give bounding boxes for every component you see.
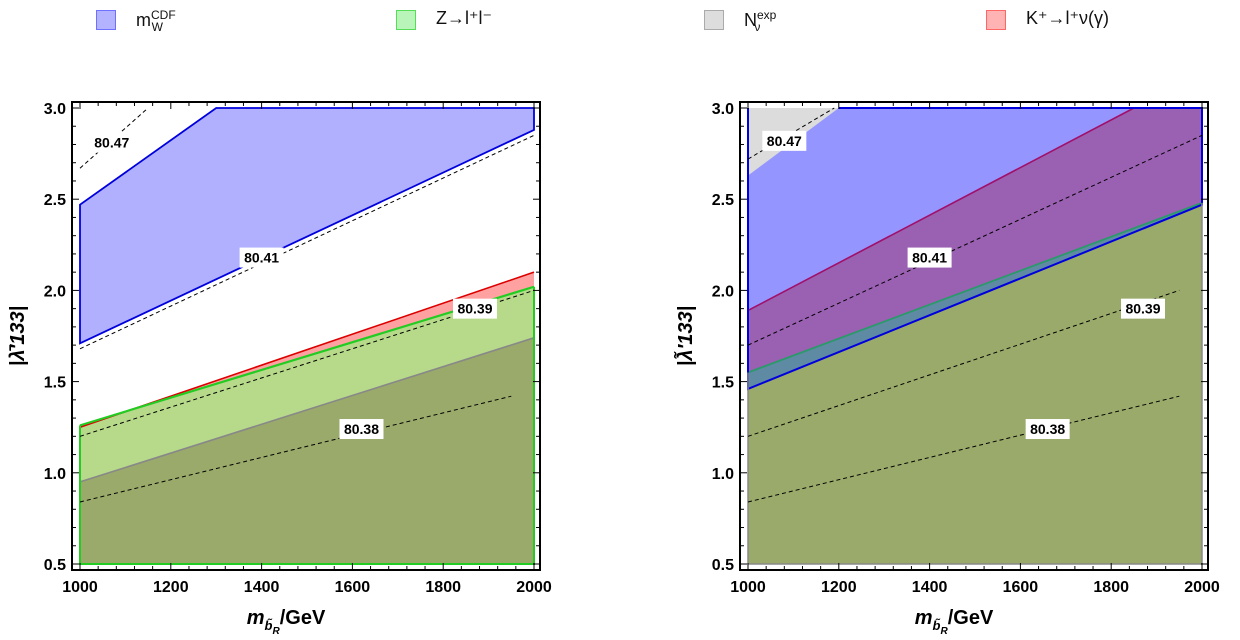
x-axis-title-sub: b̃ xyxy=(265,618,273,633)
x-tick-label: 1000 xyxy=(730,579,766,596)
plot-frame xyxy=(739,101,1209,571)
x-tick-label: 1400 xyxy=(912,579,948,596)
x-axis-title-unit: /GeV xyxy=(280,607,326,629)
x-axis-title-subsub: R xyxy=(272,626,280,637)
contour-label: 80.38 xyxy=(1030,421,1065,437)
x-axis-title-sub: b̃ xyxy=(933,618,941,633)
region-k-lnu xyxy=(748,108,1202,373)
contour-label-bg xyxy=(762,130,807,151)
legend-label: K⁺→l⁺ν(γ) xyxy=(1026,8,1109,28)
contour-line xyxy=(747,289,1180,437)
y-tick-label: 2.5 xyxy=(712,192,734,209)
legend-swatch xyxy=(396,10,416,30)
contour-line xyxy=(747,134,1203,346)
region-z-ll xyxy=(748,202,1202,564)
x-tick-label: 1400 xyxy=(244,579,280,596)
contour-label-bg xyxy=(907,247,952,268)
contour-label: 80.38 xyxy=(344,421,379,437)
legend-label: Z→l⁺l⁻ xyxy=(436,8,492,28)
line-k-lnu xyxy=(747,107,1135,312)
legend-label: mCDFW xyxy=(136,8,176,34)
contour-label: 80.39 xyxy=(1125,301,1160,317)
x-axis-title-main: m xyxy=(915,607,933,629)
contour-label: 80.39 xyxy=(457,301,492,317)
plot-frame xyxy=(71,101,541,571)
x-tick-label: 1200 xyxy=(821,579,857,596)
y-tick-label: 1.5 xyxy=(712,375,734,392)
region-overlap xyxy=(80,337,534,564)
contour-label-bg xyxy=(452,298,497,319)
y-tick-label: 2.5 xyxy=(44,192,66,209)
x-axis-title-main: m xyxy=(247,607,265,629)
line-gray xyxy=(79,337,535,483)
region-n-nu-exp xyxy=(748,108,839,176)
contour-label: 80.41 xyxy=(244,250,279,266)
plot-area: 80.47 80.41 80.39 80.38 xyxy=(747,107,1203,565)
legend-swatch xyxy=(704,10,724,30)
contour-line xyxy=(79,289,535,437)
x-tick-label: 1800 xyxy=(1093,579,1129,596)
contour-label: 80.47 xyxy=(767,133,802,149)
y-tick-label: 2.0 xyxy=(44,283,66,300)
contour-label-bg xyxy=(1120,298,1165,319)
x-tick-label: 1800 xyxy=(425,579,461,596)
x-axis-title: mb̃R/GeV xyxy=(915,607,994,637)
x-axis-title-subsub: R xyxy=(940,626,948,637)
chart-2: 80.47 80.41 80.39 80.38 1000 1200 1400 1600 1800… xyxy=(673,101,1220,637)
y-tick-label: 3.0 xyxy=(712,101,734,118)
legend-swatch xyxy=(986,10,1006,30)
x-tick-label: 1600 xyxy=(335,579,371,596)
edge-z-ll xyxy=(79,286,535,565)
y-tick-label: 3.0 xyxy=(44,101,66,118)
y-tick-label: 0.5 xyxy=(712,557,734,574)
x-tick-label: 1200 xyxy=(153,579,189,596)
x-tick-label: 2000 xyxy=(1184,579,1220,596)
y-tick-label: 1.5 xyxy=(44,375,66,392)
chart-1: 80.47 80.41 80.39 80.38 1000 1200 1400 1600 1800… xyxy=(7,101,552,637)
y-tick-label: 0.5 xyxy=(44,557,66,574)
y-tick-label: 2.0 xyxy=(712,283,734,300)
contour-label: 80.47 xyxy=(94,135,129,151)
legend-label: Nexpν xyxy=(744,8,777,34)
y-axis-title: |λ̄′133| xyxy=(7,306,29,366)
x-tick-label: 1600 xyxy=(1003,579,1039,596)
plot-area: 80.47 80.41 80.39 80.38 xyxy=(79,107,535,565)
x-tick-label: 2000 xyxy=(516,579,552,596)
contour-label-bg xyxy=(339,419,384,440)
legend-swatch xyxy=(96,10,116,30)
line-z-ll xyxy=(747,202,1203,374)
contour-label-bg xyxy=(239,247,284,268)
y-axis-title: |λ̃′133| xyxy=(673,306,697,366)
contour-label-bg xyxy=(1025,419,1070,440)
x-axis-title-unit: /GeV xyxy=(948,607,994,629)
legend: mCDFW Z→l⁺l⁻ Nexpν K⁺→l⁺ν(γ) xyxy=(0,0,1240,40)
y-tick-label: 1.0 xyxy=(44,466,66,483)
x-tick-label: 1000 xyxy=(62,579,98,596)
edge-z-ll xyxy=(747,202,1203,565)
y-tick-label: 1.0 xyxy=(712,466,734,483)
region-mw-cdf xyxy=(79,107,535,345)
x-axis-title: mb̃R/GeV xyxy=(247,607,326,637)
contour-label: 80.41 xyxy=(912,250,947,266)
contour-label-bg xyxy=(89,132,134,153)
